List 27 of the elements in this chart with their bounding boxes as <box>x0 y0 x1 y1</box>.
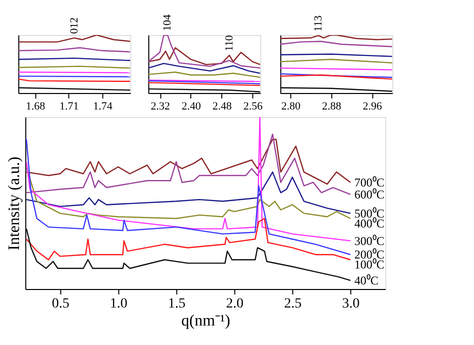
x-tick-label: 1.74 <box>93 100 113 112</box>
series-label: 600⁰C <box>354 187 384 202</box>
annotation: 012 <box>68 17 80 34</box>
x-axis-title: q(nm⁻¹) <box>181 312 230 330</box>
annotation: 104 <box>162 14 174 31</box>
x-tick-label: 0.5 <box>52 296 70 312</box>
x-tick-label: 1.0 <box>110 296 128 312</box>
series-label: 300⁰C <box>354 234 384 248</box>
series-label: 40⁰C <box>354 273 378 288</box>
annotation: 113 <box>312 14 324 32</box>
x-tick-label: 2.40 <box>182 100 202 112</box>
series-label: 400⁰C <box>354 216 384 230</box>
x-tick-label: 2.0 <box>226 296 244 312</box>
series-label: 700⁰C <box>354 175 384 190</box>
x-tick-label: 1.71 <box>60 100 79 112</box>
x-tick-label: 1.68 <box>26 100 46 112</box>
x-tick-label: 2.56 <box>243 100 264 112</box>
x-tick-label: 2.96 <box>362 100 383 112</box>
x-tick-label: 1.5 <box>168 296 186 312</box>
x-tick-label: 2.88 <box>322 100 342 112</box>
y-axis-title: Intensity (a.u.) <box>6 156 23 250</box>
annotation: 110 <box>223 34 236 52</box>
x-tick-label: 2.32 <box>150 100 170 112</box>
x-tick-label: 2.5 <box>284 296 302 312</box>
x-tick-label: 2.80 <box>281 100 302 112</box>
x-tick-label: 3.0 <box>342 296 360 312</box>
x-tick-label: 2.48 <box>212 100 232 112</box>
